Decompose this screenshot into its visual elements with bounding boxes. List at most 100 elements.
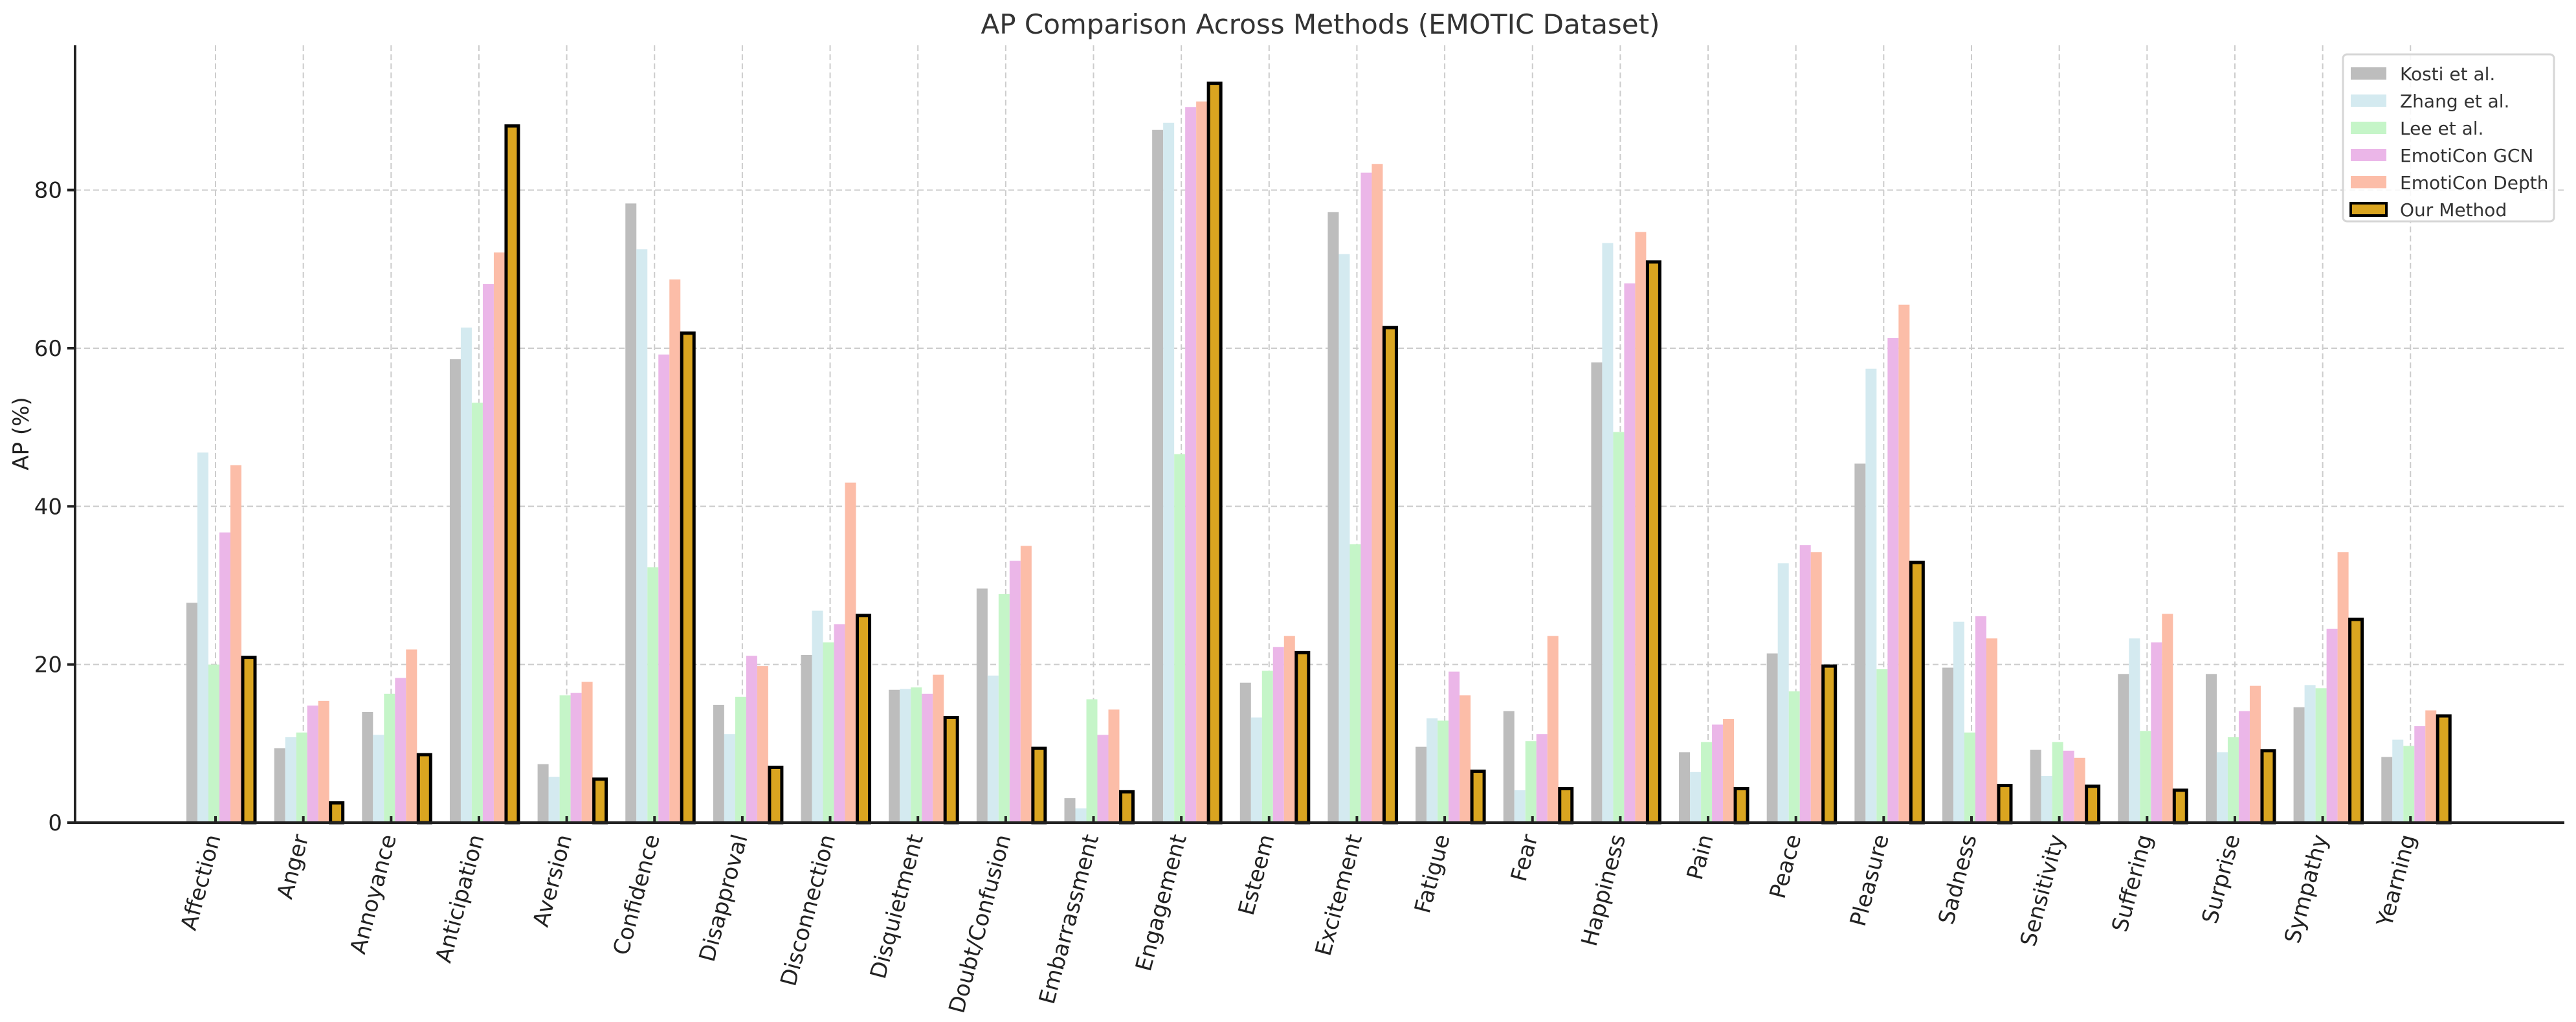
x-tick-label: Affection [176,832,227,933]
bar-emoticon-gcn-peace [1799,545,1811,823]
bar-lee-et-al--suffering [2140,731,2151,823]
bar-kosti-et-al--surprise [2205,674,2217,823]
bar-kosti-et-al--anticipation [449,359,461,823]
bar-kosti-et-al--disquietment [889,689,900,823]
bar-emoticon-depth-esteem [1283,636,1295,823]
bar-kosti-et-al--fear [1503,711,1515,823]
bar-our-method-disquietment [943,716,959,825]
x-tick-label: Engagement [1131,832,1192,974]
bar-lee-et-al--anticipation [471,403,483,823]
legend-swatch [2351,67,2386,80]
bar-lee-et-al--doubt-confusion [998,594,1010,823]
y-tick-label: 60 [34,336,62,362]
bar-kosti-et-al--fatigue [1416,746,1427,823]
x-tick-label: Esteem [1234,832,1280,918]
bar-emoticon-gcn-excitement [1360,172,1372,823]
bar-zhang-et-al--doubt-confusion [987,675,999,823]
bar-emoticon-depth-surprise [2249,685,2261,823]
bar-lee-et-al--happiness [1613,432,1625,823]
bar-lee-et-al--disapproval [735,696,746,823]
bar-our-method-engagement [1206,82,1223,825]
grid-lines [75,45,2564,823]
legend-swatch [2349,202,2388,217]
bar-emoticon-gcn-yearning [2414,726,2426,823]
bar-emoticon-depth-doubt-confusion [1020,546,1032,823]
bar-kosti-et-al--engagement [1152,129,1164,823]
y-tick-label: 80 [34,178,62,204]
bar-kosti-et-al--aversion [537,764,549,823]
bar-lee-et-al--fear [1525,741,1537,823]
bar-emoticon-depth-affection [230,465,241,823]
bar-our-method-doubt-confusion [1031,746,1047,825]
bar-lee-et-al--esteem [1261,671,1273,823]
bar-zhang-et-al--confidence [636,249,648,823]
legend: Kosti et al. Zhang et al. Lee et al. EmotiC… [2342,53,2555,223]
bar-emoticon-depth-excitement [1371,164,1383,823]
bar-emoticon-depth-disapproval [757,666,768,823]
bar-emoticon-depth-anger [318,700,329,823]
x-tick-label: Annoyance [345,832,402,957]
x-tick-label: Pleasure [1845,832,1894,929]
axes [67,45,2564,824]
bar-kosti-et-al--anger [274,748,285,823]
bars [186,82,2452,825]
bar-zhang-et-al--fear [1514,790,1526,823]
bar-zhang-et-al--aversion [548,777,560,823]
bar-kosti-et-al--pain [1679,752,1691,823]
bar-emoticon-depth-aversion [581,682,593,823]
bar-kosti-et-al--yearning [2381,757,2393,823]
legend-label: EmotiCon Depth [2400,172,2548,194]
bar-kosti-et-al--disapproval [713,704,724,823]
bar-kosti-et-al--embarrassment [1064,798,1076,823]
bar-emoticon-gcn-aversion [570,693,582,823]
bar-emoticon-depth-disquietment [933,674,944,823]
bar-emoticon-gcn-disconnection [834,624,845,823]
legend-label: Lee et al. [2400,118,2483,139]
bar-our-method-fear [1558,786,1574,825]
x-tick-label: Disquietment [865,832,929,982]
legend-swatch [2351,122,2386,134]
legend-label: Kosti et al. [2400,63,2495,85]
bar-emoticon-gcn-confidence [658,354,670,823]
bar-our-method-fatigue [1470,770,1486,825]
bar-emoticon-gcn-sensitivity [2063,750,2074,823]
bar-our-method-sadness [1997,784,2013,825]
bar-emoticon-gcn-anger [307,705,318,823]
bar-lee-et-al--affection [208,664,219,823]
bar-zhang-et-al--pleasure [1865,368,1877,823]
bar-our-method-happiness [1645,260,1661,825]
bar-our-method-embarrassment [1119,790,1135,825]
x-tick-label: Surprise [2197,832,2246,926]
x-tick-label: Peace [1765,832,1807,902]
bar-lee-et-al--sympathy [2315,688,2327,823]
bar-emoticon-depth-confidence [669,279,681,823]
bar-emoticon-depth-fear [1547,636,1559,823]
bar-our-method-aversion [592,777,608,825]
y-tick-labels: 0 20 40 60 80 [34,178,62,836]
bar-zhang-et-al--fatigue [1427,718,1438,823]
bar-lee-et-al--disquietment [911,687,922,823]
bar-kosti-et-al--excitement [1327,212,1339,823]
legend-swatch [2351,176,2386,188]
x-tick-label: Aversion [528,832,577,929]
x-tick-label: Anticipation [430,832,489,966]
x-tick-label: Sympathy [2280,832,2333,946]
bar-kosti-et-al--affection [186,603,197,823]
x-tick-label: Disconnection [775,832,841,989]
x-tick-label: Pain [1682,832,1719,883]
bar-our-method-annoyance [416,753,432,825]
bar-emoticon-gcn-anticipation [482,283,494,823]
bar-our-method-excitement [1382,326,1398,825]
bar-our-method-esteem [1294,650,1311,825]
bar-lee-et-al--aversion [559,695,571,823]
bar-emoticon-gcn-affection [219,532,230,823]
bar-emoticon-depth-happiness [1635,232,1647,823]
bar-zhang-et-al--pain [1690,772,1702,823]
bar-zhang-et-al--sensitivity [2041,775,2052,823]
bar-kosti-et-al--sympathy [2293,707,2305,823]
bar-zhang-et-al--anticipation [460,328,472,823]
bar-emoticon-gcn-esteem [1272,647,1284,823]
bar-our-method-suffering [2172,788,2188,825]
chart-title: AP Comparison Across Methods (EMOTIC Dat… [981,8,1660,40]
bar-our-method-sympathy [2348,617,2364,825]
